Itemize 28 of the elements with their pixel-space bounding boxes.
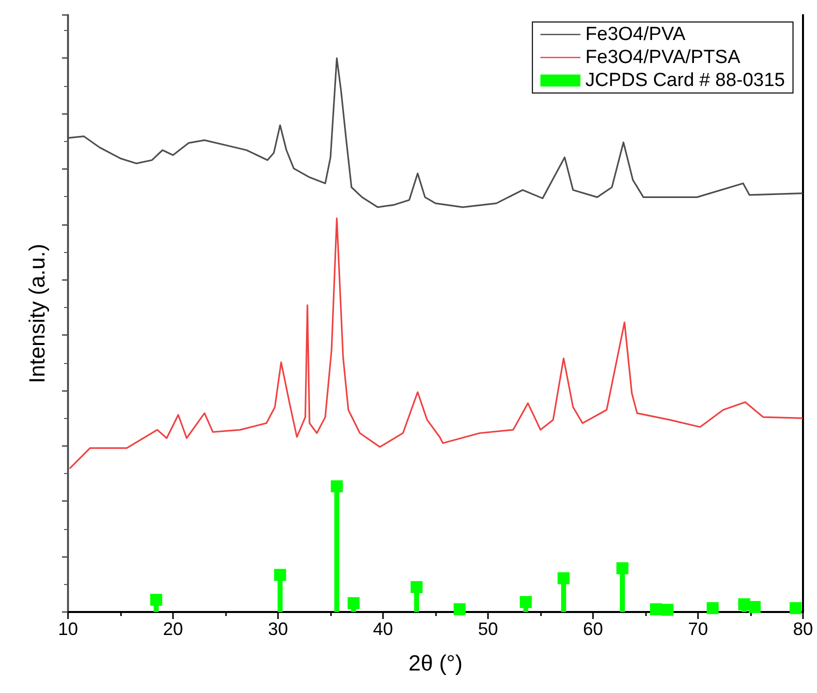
x-tick-label: 20 [162,619,184,639]
x-tick-label: 70 [688,619,708,639]
x-axis-title: 2θ (°) [408,650,463,676]
x-tick-label: 40 [372,619,394,639]
point [748,601,761,614]
point [410,581,423,594]
point [348,597,360,610]
point [790,602,802,614]
legend-label: JCPDS Card # 88-0315 [585,70,786,91]
x-tick-label: 10 [58,619,78,639]
x-tick-label: 50 [478,619,498,639]
point [150,594,162,606]
point [738,598,750,610]
point [520,596,532,608]
x-tick-label: 60 [582,619,604,639]
legend-label: Fe3O4/PVA/PTSA [585,47,741,68]
x-tick-label: 80 [792,619,814,639]
point [706,602,719,614]
x-tick-label: 30 [268,619,288,639]
legend-label: Fe3O4/PVA [585,24,686,45]
point [650,603,662,616]
point [274,568,286,581]
point [454,603,466,616]
point [558,572,570,584]
y-axis-title: Intensity (a.u.) [24,244,50,384]
point [662,604,674,616]
point [330,480,343,492]
point [616,562,628,574]
